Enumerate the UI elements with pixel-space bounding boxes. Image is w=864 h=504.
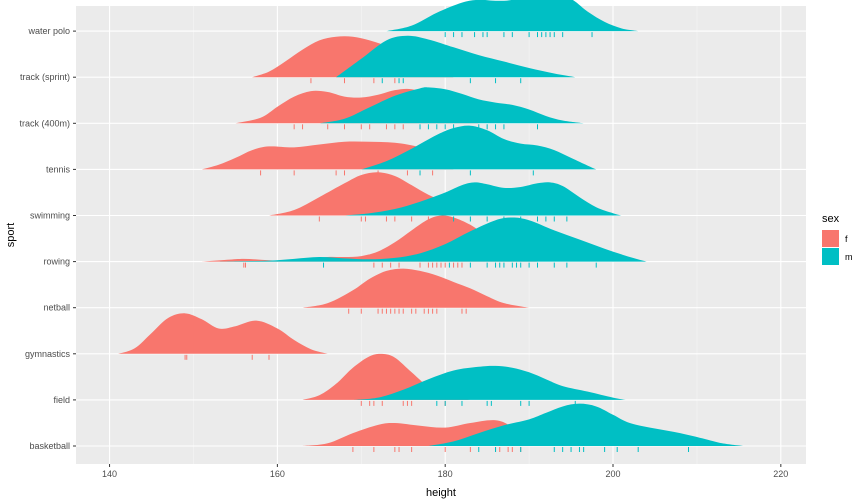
- density-ridge-m-tennis: [361, 125, 597, 170]
- legend-title: sex: [822, 213, 840, 225]
- y-tick-label: basketball: [29, 441, 70, 451]
- y-tick-label: gymnastics: [25, 349, 71, 359]
- x-tick-label: 180: [438, 469, 453, 479]
- legend-label-f: f: [845, 234, 848, 244]
- y-tick-label: track (sprint): [20, 72, 70, 82]
- y-axis-title: sport: [5, 223, 17, 247]
- x-axis-title: height: [426, 487, 456, 499]
- rug-marks: [184, 32, 690, 452]
- y-tick-label: tennis: [46, 164, 71, 174]
- density-ridge-m-field: [352, 365, 626, 400]
- y-tick-label: water polo: [27, 26, 70, 36]
- density-ridge-m-water-polo: [386, 0, 639, 32]
- y-axis-ticks: basketball field gymnastics netball rowing sw…: [19, 26, 76, 451]
- y-tick-label: netball: [43, 303, 70, 313]
- density-ridge-m-swimming: [344, 182, 622, 216]
- y-tick-label: field: [53, 395, 70, 405]
- density-ridges: [117, 0, 744, 446]
- y-tick-label: track (400m): [19, 118, 70, 128]
- density-ridge-f-netball: [302, 268, 530, 308]
- density-ridge-m-track-sprint: [336, 35, 576, 78]
- x-axis-ticks: 140 160 180 200 220: [102, 464, 788, 479]
- legend-label-m: m: [845, 252, 853, 262]
- density-ridge-f-gymnastics: [117, 313, 328, 354]
- legend: sex fm: [822, 213, 853, 265]
- legend-key-f: [822, 230, 839, 247]
- legend-key-m: [822, 248, 839, 265]
- x-tick-label: 140: [102, 469, 117, 479]
- density-ridge-m-rowing: [218, 217, 647, 262]
- density-ridge-m-track-400m: [319, 87, 584, 124]
- y-tick-label: rowing: [43, 257, 70, 267]
- y-tick-label: swimming: [30, 211, 70, 221]
- x-tick-label: 200: [605, 469, 620, 479]
- x-tick-label: 160: [270, 469, 285, 479]
- x-tick-label: 220: [773, 469, 788, 479]
- density-ridge-m-basketball: [428, 403, 744, 446]
